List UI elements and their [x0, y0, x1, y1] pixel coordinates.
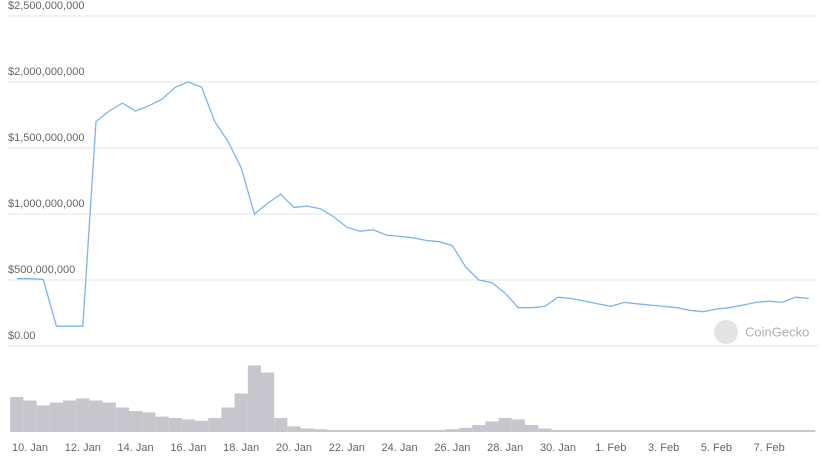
- volume-bar: [208, 418, 222, 432]
- volume-bar: [459, 427, 473, 432]
- x-tick-label: 26. Jan: [434, 442, 470, 454]
- volume-bar: [498, 418, 512, 432]
- volume-bar: [129, 411, 143, 432]
- volume-bar: [591, 429, 605, 432]
- volume-bar: [142, 412, 156, 432]
- y-tick-label: $0.00: [8, 330, 36, 342]
- volume-bar: [10, 397, 24, 432]
- volume-bar: [287, 426, 301, 432]
- volume-bar: [366, 429, 380, 432]
- volume-bar: [511, 419, 525, 432]
- volume-bar: [749, 429, 763, 432]
- volume-bar: [657, 429, 671, 432]
- volume-bar: [472, 425, 486, 432]
- volume-bar: [353, 429, 367, 432]
- volume-bar: [313, 429, 327, 432]
- volume-bar: [683, 429, 697, 432]
- x-tick-label: 10. Jan: [12, 442, 48, 454]
- x-tick-label: 14. Jan: [118, 442, 154, 454]
- volume-bar: [221, 407, 235, 432]
- y-tick-label: $1,500,000,000: [8, 132, 84, 144]
- volume-bar: [247, 365, 261, 432]
- watermark: CoinGecko: [714, 320, 809, 344]
- volume-bar: [274, 418, 288, 432]
- volume-bar: [577, 429, 591, 432]
- volume-bar: [789, 429, 803, 432]
- x-tick-label: 3. Feb: [648, 442, 679, 454]
- volume-bar: [564, 429, 578, 432]
- volume-bar: [617, 429, 631, 432]
- x-tick-label: 16. Jan: [170, 442, 206, 454]
- y-tick-label: $500,000,000: [8, 264, 75, 276]
- volume-bar: [102, 402, 116, 432]
- y-tick-label: $2,500,000,000: [8, 0, 84, 12]
- volume-bar: [36, 405, 50, 432]
- volume-bar: [736, 429, 750, 432]
- volume-bar: [195, 420, 209, 432]
- volume-bar: [406, 429, 420, 432]
- volume-bar: [155, 416, 169, 432]
- x-tick-label: 5. Feb: [701, 442, 732, 454]
- y-tick-label: $1,000,000,000: [8, 198, 84, 210]
- volume-bar: [23, 400, 37, 432]
- x-tick-label: 30. Jan: [540, 442, 576, 454]
- volume-bar: [604, 429, 618, 432]
- volume-bar: [379, 429, 393, 432]
- x-tick-label: 24. Jan: [382, 442, 418, 454]
- volume-bar: [709, 429, 723, 432]
- volume-bar: [670, 429, 684, 432]
- volume-bar: [485, 421, 499, 432]
- plot: $0.00 $500,000,000 $1,000,000,000 $1,500,00…: [8, 0, 818, 454]
- volume-bar: [643, 429, 657, 432]
- volume-bar: [538, 428, 552, 432]
- volume-bar: [89, 400, 103, 432]
- x-tick-label: 28. Jan: [487, 442, 523, 454]
- watermark-logo: [714, 320, 738, 344]
- volume-bar: [76, 398, 90, 432]
- x-tick-label: 1. Feb: [595, 442, 626, 454]
- volume-bar: [445, 429, 459, 432]
- volume-bar: [63, 400, 77, 432]
- x-tick-label: 22. Jan: [329, 442, 365, 454]
- volume-bar: [300, 428, 314, 432]
- volume-bar: [393, 429, 407, 432]
- volume-bar: [630, 429, 644, 432]
- volume-bar: [525, 425, 539, 432]
- volume-bar: [115, 407, 129, 432]
- volume-bar: [696, 429, 710, 432]
- x-tick-label: 18. Jan: [223, 442, 259, 454]
- volume-bar: [802, 429, 816, 432]
- volume-bar: [49, 402, 63, 432]
- y-tick-label: $2,000,000,000: [8, 66, 84, 78]
- volume-bar: [340, 429, 354, 432]
- volume-bar: [775, 429, 789, 432]
- volume-bar: [762, 429, 776, 432]
- volume-bar: [551, 429, 565, 432]
- volume-bar: [723, 429, 737, 432]
- volume-bar: [168, 418, 182, 432]
- x-tick-label: 7. Feb: [754, 442, 785, 454]
- volume-bar: [261, 372, 275, 432]
- volume-bar: [419, 429, 433, 432]
- volume-bar: [327, 429, 341, 432]
- volume-bar: [234, 393, 248, 432]
- volume-bar: [432, 429, 446, 432]
- x-tick-label: 12. Jan: [65, 442, 101, 454]
- watermark-text: CoinGecko: [745, 324, 809, 339]
- volume-bar: [181, 419, 195, 432]
- market-cap-line: [16, 81, 809, 327]
- x-tick-label: 20. Jan: [276, 442, 312, 454]
